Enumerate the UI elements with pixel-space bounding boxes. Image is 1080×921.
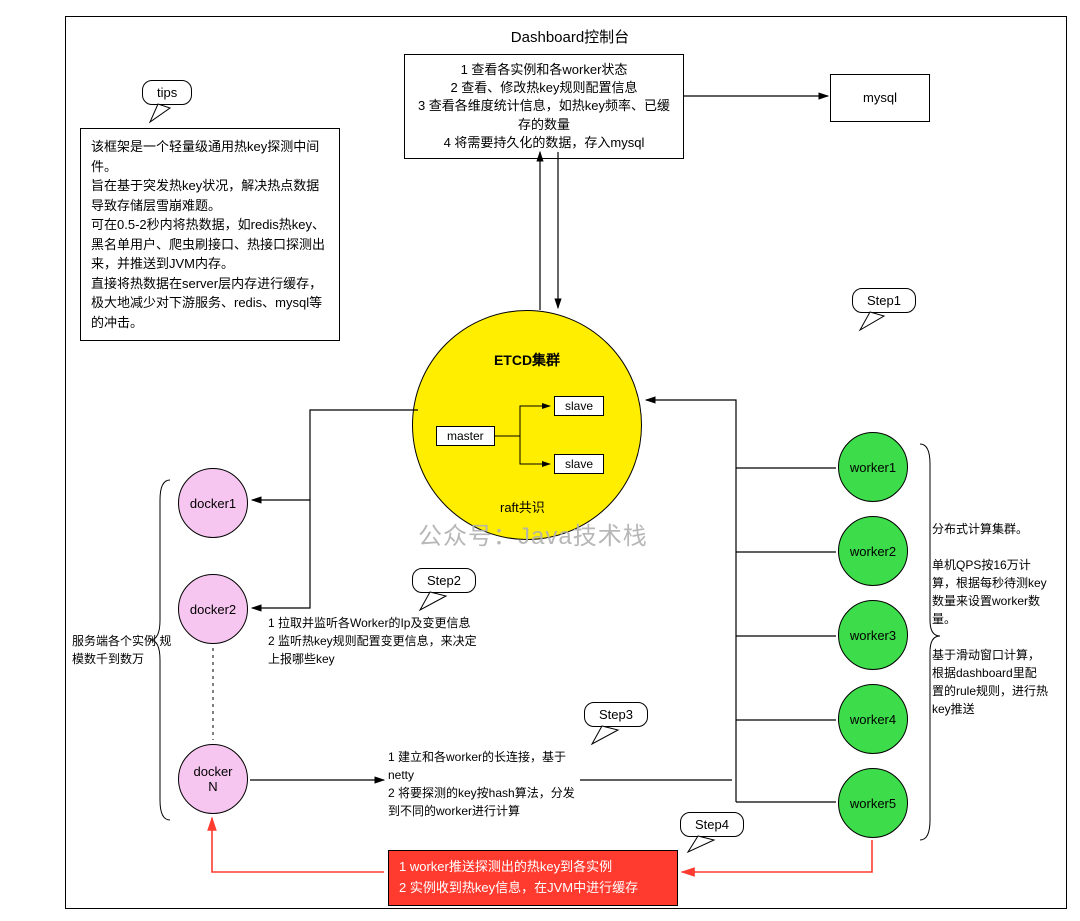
step3-text: 1 建立和各worker的长连接，基于netty 2 将要探测的key按hash…: [388, 748, 578, 820]
dockerN: docker N: [178, 744, 248, 814]
worker1-label: worker1: [850, 460, 896, 475]
mysql-box: mysql: [830, 74, 930, 122]
worker2-label: worker2: [850, 544, 896, 559]
dashboard-title: Dashboard控制台: [470, 26, 670, 47]
docker1-label: docker1: [190, 496, 236, 511]
worker4: worker4: [838, 684, 908, 754]
worker5: worker5: [838, 768, 908, 838]
dockerN-label: docker N: [193, 764, 232, 794]
docker1: docker1: [178, 468, 248, 538]
step2-text: 1 拉取并监听各Worker的Ip及变更信息 2 监听热key规则配置变更信息，…: [268, 614, 478, 668]
etcd-master: master: [436, 426, 495, 446]
dashboard-functions-box: 1 查看各实例和各worker状态 2 查看、修改热key规则配置信息 3 查看…: [404, 54, 684, 159]
dash-line-2: 2 查看、修改热key规则配置信息: [413, 79, 675, 97]
step2-bubble: Step2: [412, 568, 476, 593]
step3-bubble: Step3: [584, 702, 648, 727]
dash-line-1: 1 查看各实例和各worker状态: [413, 61, 675, 79]
step4-box: 1 worker推送探测出的热key到各实例 2 实例收到热key信息，在JVM…: [388, 850, 678, 906]
tips-box: 该框架是一个轻量级通用热key探测中间件。 旨在基于突发热key状况，解决热点数…: [80, 128, 340, 341]
etcd-title: ETCD集群: [494, 350, 560, 370]
watermark-text: 公众号：Java技术栈: [418, 516, 648, 551]
tips-text: 该框架是一个轻量级通用热key探测中间件。 旨在基于突发热key状况，解决热点数…: [91, 139, 325, 330]
etcd-slave2: slave: [554, 454, 604, 474]
worker5-label: worker5: [850, 796, 896, 811]
dash-line-4: 4 将需要持久化的数据，存入mysql: [413, 134, 675, 152]
worker4-label: worker4: [850, 712, 896, 727]
worker2: worker2: [838, 516, 908, 586]
worker1: worker1: [838, 432, 908, 502]
worker3: worker3: [838, 600, 908, 670]
step4-bubble: Step4: [680, 812, 744, 837]
etcd-raft: raft共识: [500, 497, 545, 516]
worker-caption: 分布式计算集群。 单机QPS按16万计算，根据每秒待测key数量来设置worke…: [932, 520, 1048, 718]
mysql-label: mysql: [863, 90, 897, 105]
worker3-label: worker3: [850, 628, 896, 643]
docker2-label: docker2: [190, 602, 236, 617]
dash-line-3: 3 查看各维度统计信息，如热key频率、已缓存的数量: [413, 97, 675, 133]
tips-bubble: tips: [142, 80, 192, 105]
docker-caption: 服务端各个实例 规模数千到数万: [72, 632, 172, 668]
etcd-slave1: slave: [554, 396, 604, 416]
step1-bubble: Step1: [852, 288, 916, 313]
docker2: docker2: [178, 574, 248, 644]
